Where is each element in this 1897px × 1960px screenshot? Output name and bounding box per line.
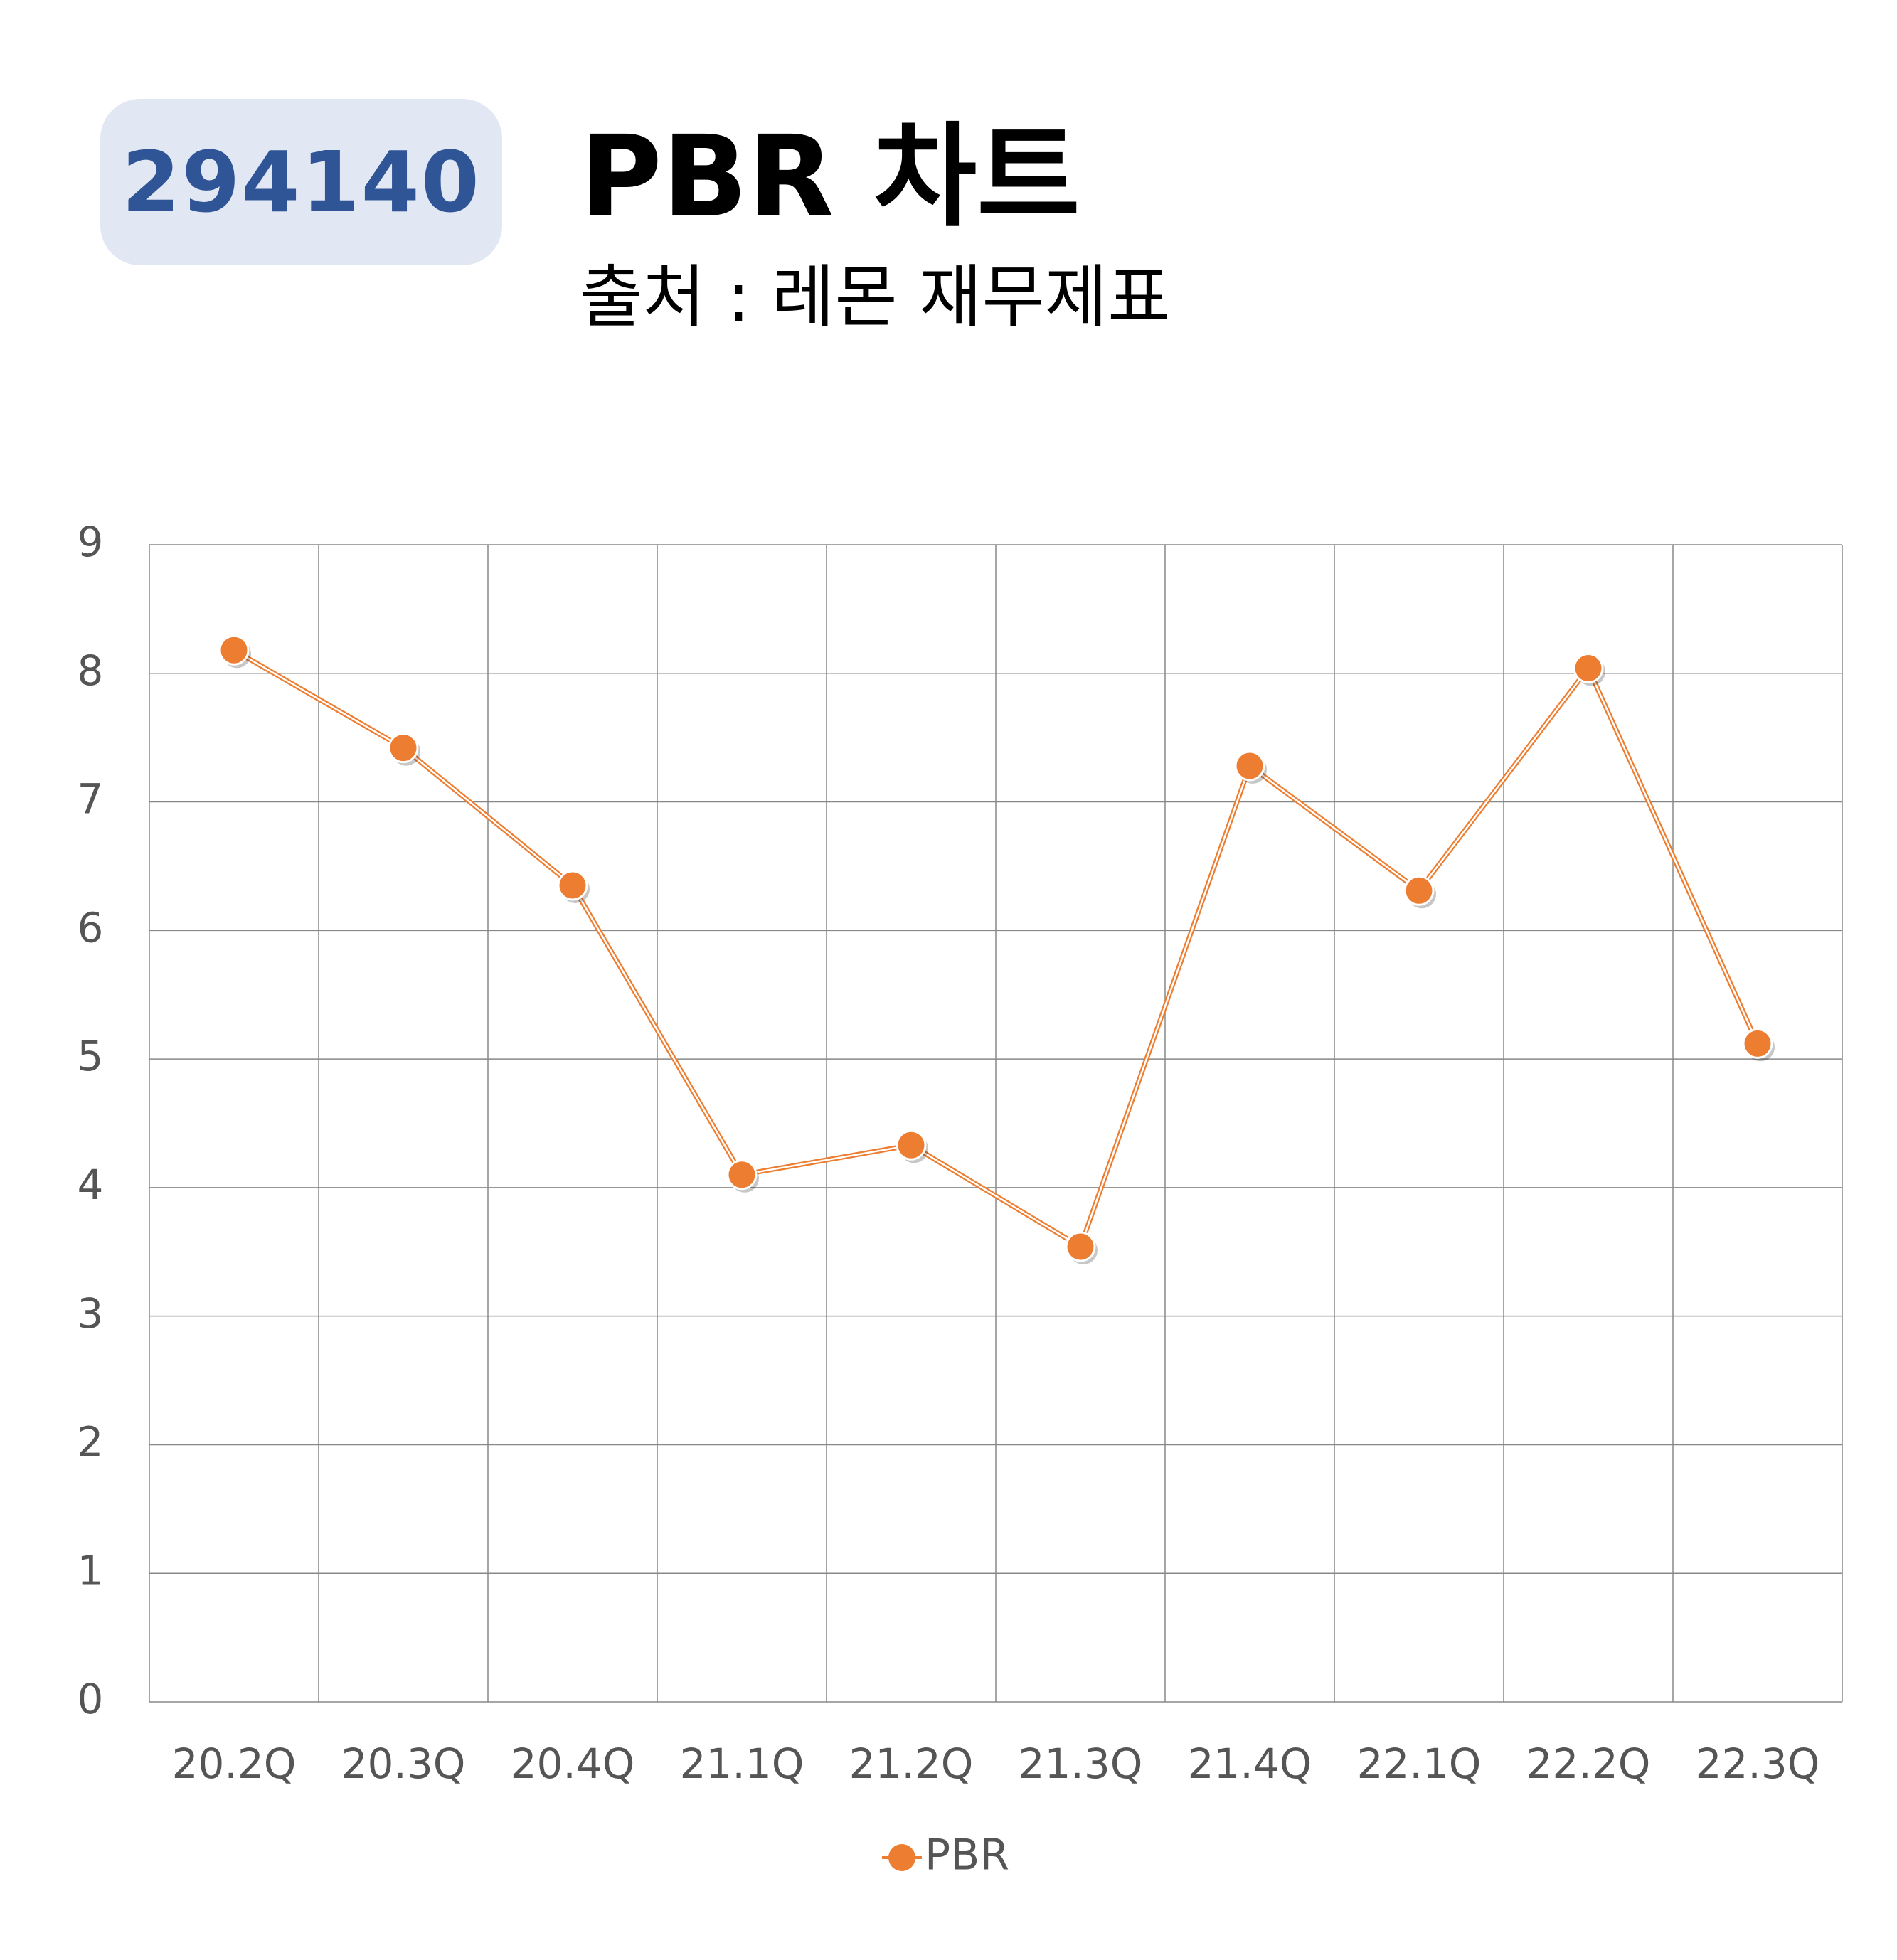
legend-label: PBR	[925, 1831, 1009, 1880]
x-tick-label: 21.1Q	[680, 1740, 804, 1788]
data-point	[1742, 1028, 1773, 1059]
x-tick-label: 21.3Q	[1019, 1740, 1143, 1788]
y-tick-label: 7	[78, 775, 104, 824]
y-tick-label: 1	[78, 1546, 104, 1594]
x-tick-label: 22.3Q	[1696, 1740, 1820, 1788]
y-tick-label: 5	[78, 1032, 104, 1080]
x-tick-label: 21.4Q	[1188, 1740, 1312, 1788]
x-tick-label: 20.3Q	[341, 1740, 466, 1788]
stock-code: 294140	[122, 133, 481, 231]
series-pbr	[218, 634, 1775, 1265]
data-point	[388, 733, 419, 764]
y-tick-label: 9	[78, 518, 104, 566]
chart-grid	[149, 544, 1843, 1703]
data-point	[1234, 750, 1265, 782]
page-subtitle: 출처 : 레몬 재무제표	[580, 257, 1171, 337]
x-tick-label: 21.2Q	[849, 1740, 974, 1788]
data-point	[557, 870, 588, 901]
page-title: PBR 차트	[580, 112, 1080, 243]
y-tick-label: 6	[78, 903, 104, 952]
data-point	[1403, 875, 1435, 906]
data-point	[896, 1129, 927, 1161]
data-point	[1573, 653, 1604, 684]
y-axis-ticks: 0 1 2 3 4 5 6 7 8 9	[78, 518, 104, 1723]
chart-legend: PBR	[882, 1831, 1009, 1880]
x-tick-label: 20.2Q	[172, 1740, 297, 1788]
y-tick-label: 2	[78, 1418, 104, 1466]
data-point	[218, 634, 250, 666]
y-tick-label: 3	[78, 1289, 104, 1338]
data-point	[726, 1159, 758, 1191]
stock-code-badge: 294140	[100, 99, 502, 265]
x-tick-label: 20.4Q	[511, 1740, 635, 1788]
x-axis-ticks: 20.2Q 20.3Q 20.4Q 21.1Q 21.2Q 21.3Q 21.4Q 22.1Q…	[172, 1740, 1820, 1788]
data-point	[1065, 1231, 1096, 1262]
legend-marker	[888, 1844, 915, 1871]
y-tick-label: 8	[78, 646, 104, 695]
y-tick-label: 4	[78, 1161, 104, 1209]
y-tick-label: 0	[78, 1675, 104, 1723]
x-tick-label: 22.2Q	[1526, 1740, 1651, 1788]
x-tick-label: 22.1Q	[1357, 1740, 1482, 1788]
series-line-highlight	[233, 649, 1759, 1248]
